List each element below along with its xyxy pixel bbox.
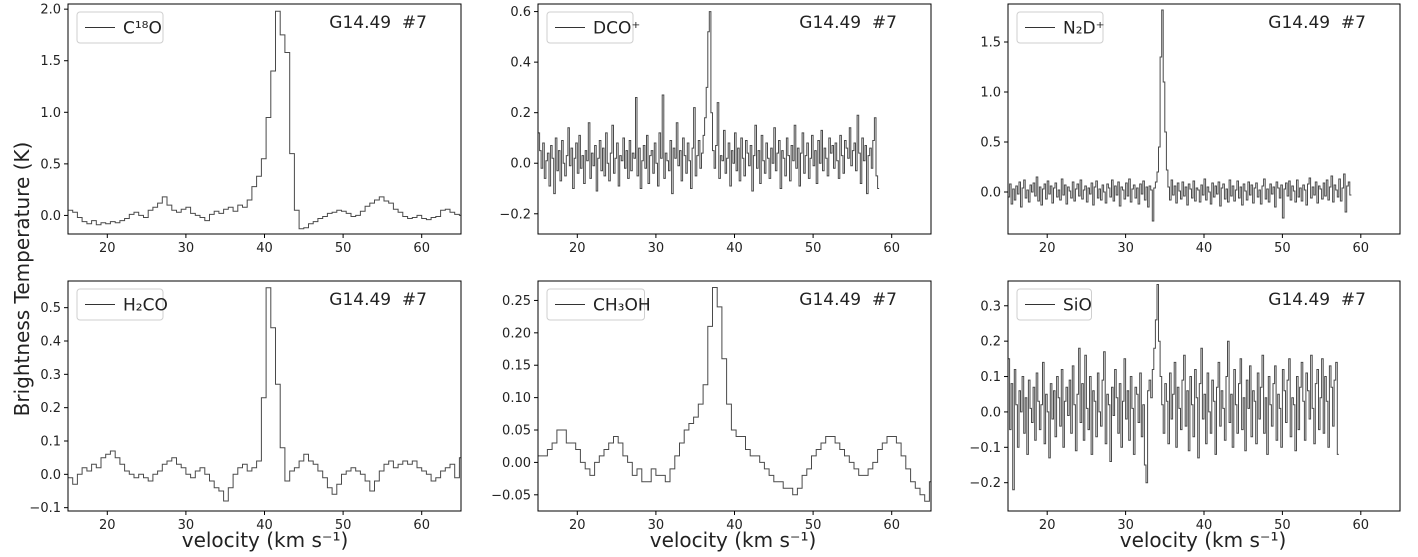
x-axis-label-col3: velocity (km s⁻¹) (1119, 528, 1287, 552)
x-tick-label: 20 (99, 241, 116, 256)
y-tick-label: 2.0 (40, 3, 61, 18)
spectrum-line (68, 287, 461, 502)
y-tick-label: 0.1 (980, 370, 1001, 385)
y-tick-label: 1.5 (40, 54, 61, 69)
x-tick-label: 60 (413, 241, 430, 256)
x-tick-label: 50 (805, 241, 822, 256)
y-axis-label: Brightness Temperature (K) (2, 0, 42, 557)
spectrum-line (538, 11, 880, 195)
y-tick-label: −0.1 (969, 441, 1001, 456)
x-tick-label: 60 (1353, 241, 1370, 256)
x-tick-label: 50 (335, 518, 352, 533)
y-tick-label: 0.5 (40, 301, 61, 316)
chart-panel: 20 30 40 50 60 −0.1 0.0 0.1 0.2 0.3 0.4 0.5 H₂CO G14.… (29, 280, 462, 533)
y-tick-label: 0.0 (980, 405, 1001, 420)
x-tick-label: 20 (569, 518, 586, 533)
x-tick-label: 40 (726, 518, 743, 533)
spectrum-line (1008, 284, 1339, 491)
x-tick-label: 30 (648, 518, 665, 533)
y-tick-label: 1.0 (40, 106, 61, 121)
y-tick-label: 0.0 (40, 209, 61, 224)
source-annotation: G14.49 #7 (329, 290, 427, 310)
x-tick-label: 60 (883, 518, 900, 533)
x-tick-label: 30 (1117, 241, 1134, 256)
legend-box (76, 11, 164, 44)
x-tick-label: 50 (1274, 241, 1291, 256)
spectrum-line (1008, 9, 1352, 222)
y-tick-label: 0.6 (510, 5, 531, 20)
x-tick-label: 30 (648, 241, 665, 256)
x-tick-label: 40 (726, 241, 743, 256)
y-tick-label: 0.25 (502, 294, 531, 309)
x-tick-label: 50 (805, 518, 822, 533)
x-tick-label: 20 (1039, 518, 1056, 533)
x-tick-label: 30 (178, 241, 195, 256)
x-tick-label: 20 (99, 518, 116, 533)
legend-box (76, 288, 164, 321)
legend-label: C¹⁸O (123, 19, 162, 39)
spectrum-line (68, 10, 461, 230)
x-tick-label: 40 (256, 518, 273, 533)
legend-box (1016, 11, 1104, 44)
chart-panel: 20 30 40 50 60 0.0 0.5 1.0 1.5 2.0 C¹⁸O G14.49 #7 (40, 3, 462, 256)
y-tick-label: 0.15 (502, 359, 531, 374)
spectrum-line (538, 287, 931, 502)
y-tick-label: 0.4 (510, 56, 531, 71)
legend-box (546, 288, 645, 321)
chart-panel: 20 30 40 50 60 −0.2 −0.1 0.0 0.1 0.2 0.3 SiO G14.49 … (969, 280, 1401, 533)
y-tick-label: −0.05 (491, 488, 531, 503)
chart-panel: 20 30 40 50 60 0.0 0.5 1.0 1.5 N₂D⁺ G14.49 #7 (980, 3, 1401, 256)
y-tick-label: 0.3 (980, 299, 1001, 314)
y-tick-label: 0.0 (510, 157, 531, 172)
y-tick-label: 0.10 (502, 391, 531, 406)
y-tick-label: 0.2 (980, 335, 1001, 350)
source-annotation: G14.49 #7 (1268, 13, 1366, 33)
x-tick-label: 30 (178, 518, 195, 533)
y-tick-label: 0.0 (980, 186, 1001, 201)
y-tick-label: 0.5 (980, 136, 1001, 151)
legend-label: H₂CO (123, 296, 168, 316)
legend-label: SiO (1063, 296, 1092, 316)
source-annotation: G14.49 #7 (799, 290, 897, 310)
y-tick-label: 0.4 (40, 335, 61, 350)
x-tick-label: 30 (1117, 518, 1134, 533)
x-axis-label-col2: velocity (km s⁻¹) (649, 528, 817, 552)
legend-label: N₂D⁺ (1063, 19, 1105, 39)
x-tick-label: 60 (1353, 518, 1370, 533)
y-tick-label: −0.2 (499, 207, 531, 222)
y-axis-label-text: Brightness Temperature (K) (10, 141, 34, 416)
x-tick-label: 40 (1196, 241, 1213, 256)
y-tick-label: 0.00 (502, 456, 531, 471)
y-tick-label: 0.2 (40, 401, 61, 416)
x-tick-label: 50 (335, 241, 352, 256)
y-tick-label: 0.5 (40, 157, 61, 172)
x-tick-label: 20 (569, 241, 586, 256)
source-annotation: G14.49 #7 (799, 13, 897, 33)
y-tick-label: 0.1 (40, 435, 61, 450)
legend-label: DCO⁺ (593, 19, 640, 39)
x-tick-label: 60 (883, 241, 900, 256)
y-tick-label: 0.20 (502, 326, 531, 341)
legend-box (546, 11, 634, 44)
y-tick-label: 0.3 (40, 368, 61, 383)
chart-panel: 20 30 40 50 60 −0.2 0.0 0.2 0.4 0.6 DCO⁺ G14.49 #7 (499, 3, 932, 256)
y-tick-label: 0.05 (502, 424, 531, 439)
x-axis-label-col1: velocity (km s⁻¹) (181, 528, 349, 552)
y-tick-label: 0.0 (40, 468, 61, 483)
source-annotation: G14.49 #7 (329, 13, 427, 33)
x-tick-label: 50 (1274, 518, 1291, 533)
legend-label: CH₃OH (593, 296, 651, 316)
y-tick-label: −0.1 (29, 501, 61, 516)
x-tick-label: 40 (256, 241, 273, 256)
y-tick-label: −0.2 (969, 476, 1001, 491)
x-tick-label: 60 (413, 518, 430, 533)
chart-panel: 20 30 40 50 60 −0.05 0.00 0.05 0.10 0.15 0.20 0.25 C… (491, 280, 932, 533)
y-tick-label: 1.5 (980, 36, 1001, 51)
y-tick-label: 0.2 (510, 106, 531, 121)
x-tick-label: 40 (1196, 518, 1213, 533)
x-tick-label: 20 (1039, 241, 1056, 256)
source-annotation: G14.49 #7 (1268, 290, 1366, 310)
y-tick-label: 1.0 (980, 86, 1001, 101)
